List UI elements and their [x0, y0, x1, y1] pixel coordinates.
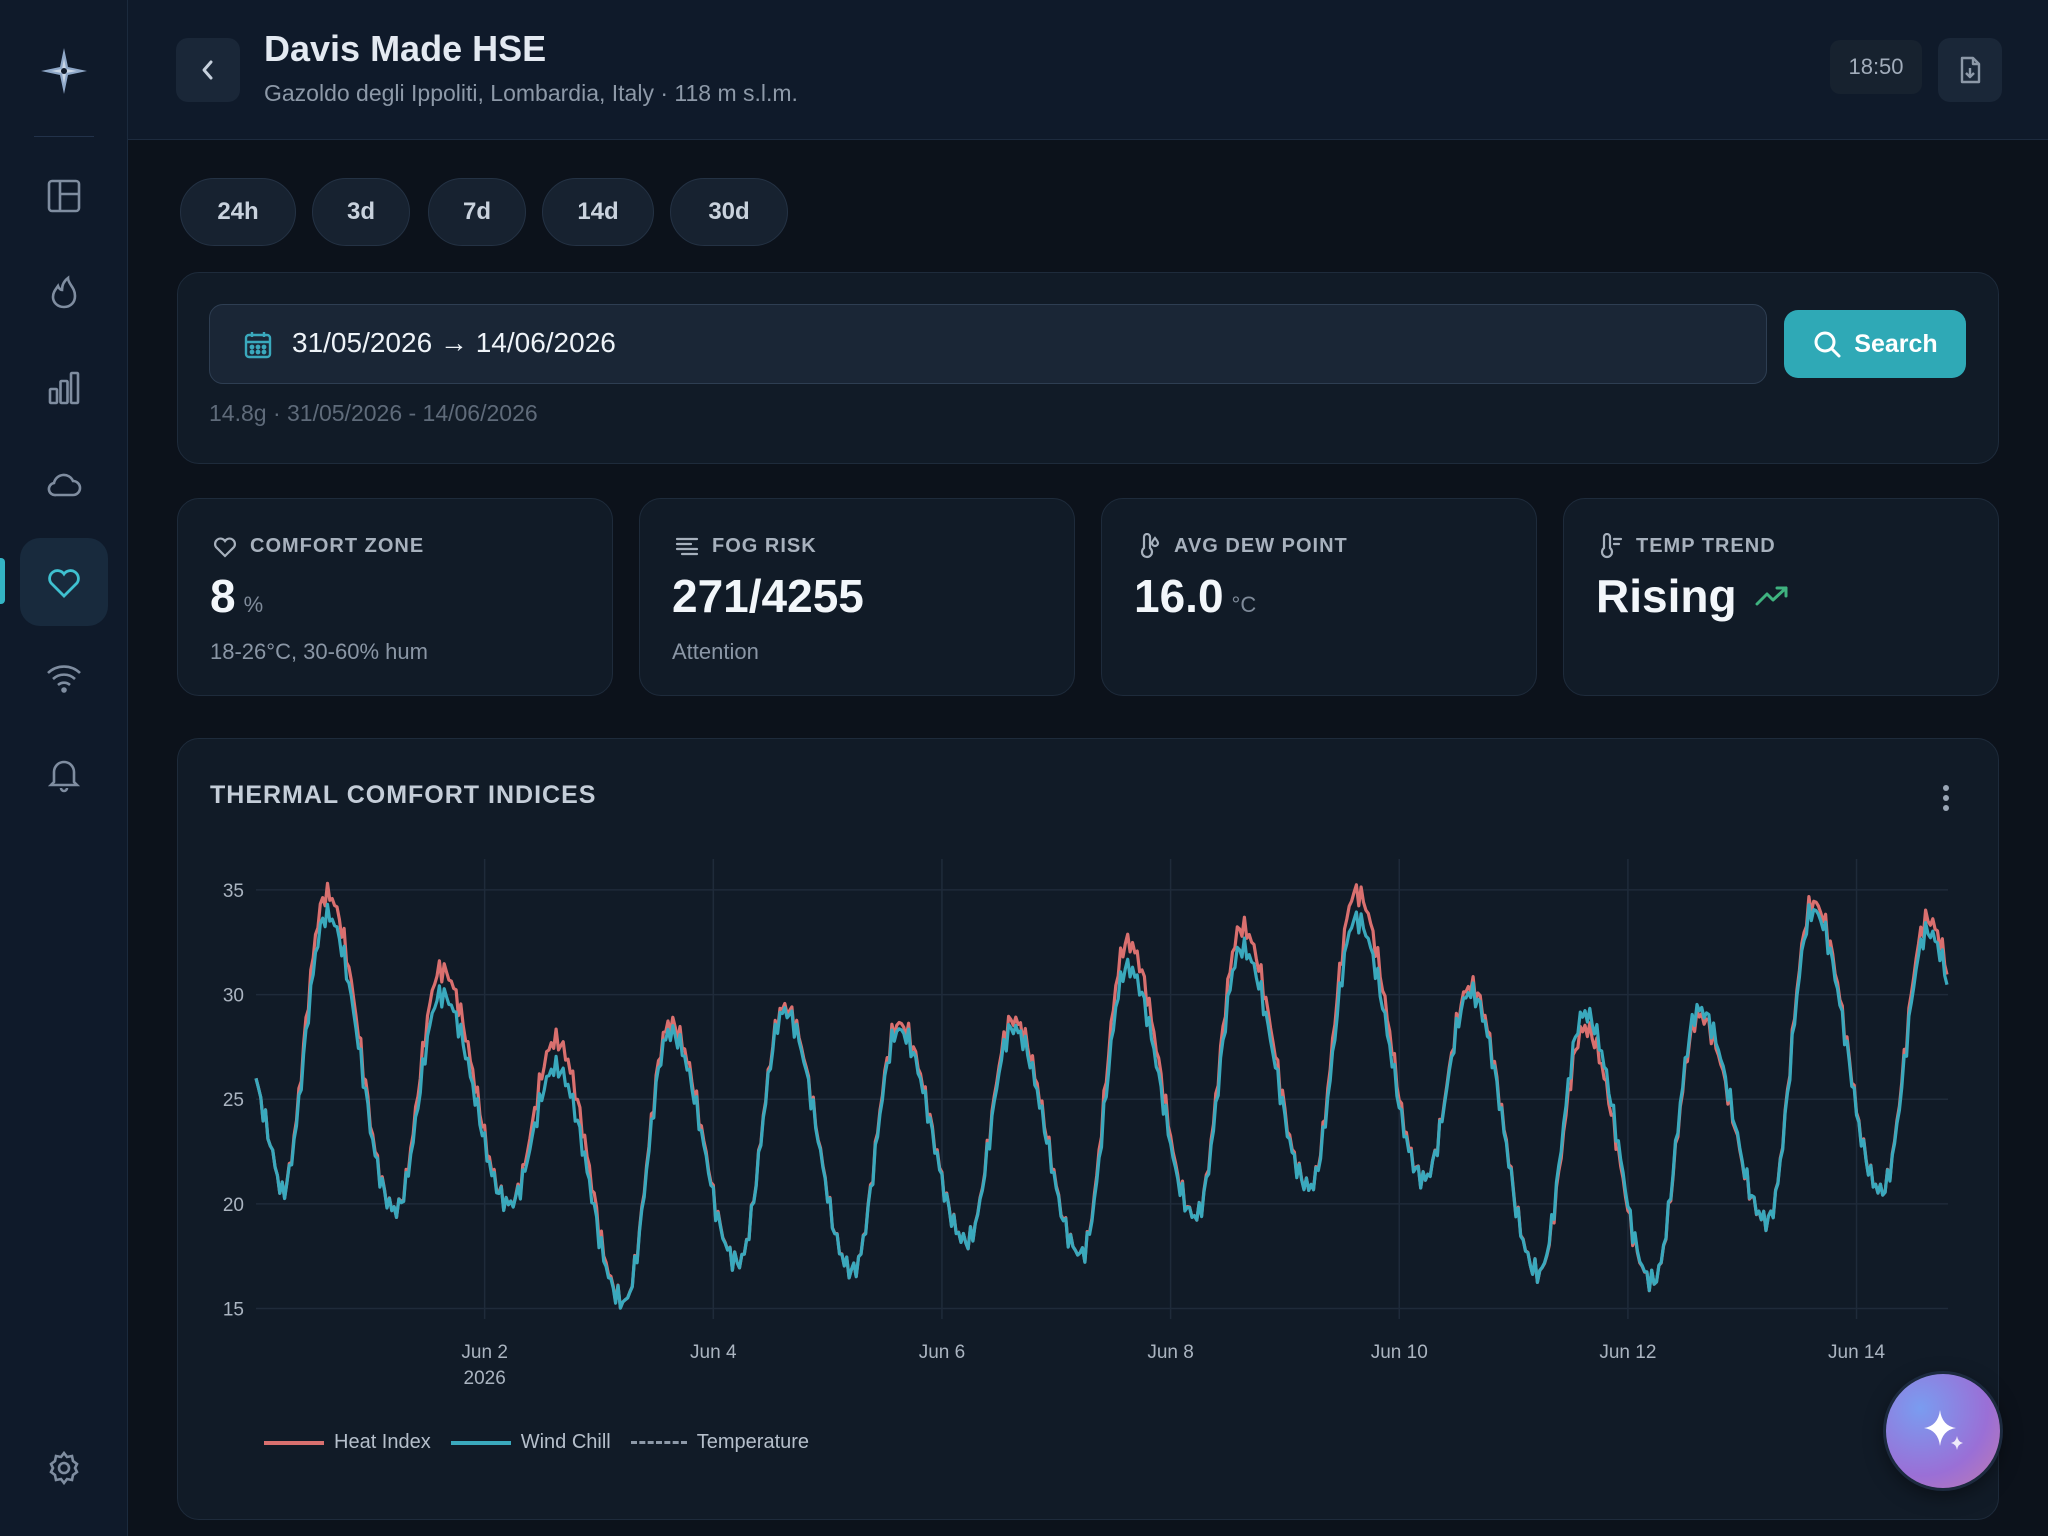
chart-title: THERMAL COMFORT INDICES [210, 781, 597, 809]
y-tick-label: 25 [223, 1090, 244, 1111]
temp-trend-value: Rising [1596, 570, 1737, 622]
sidebar-item-comfort[interactable] [20, 538, 108, 626]
search-icon [1814, 331, 1841, 358]
comfort-zone-label: COMFORT ZONE [250, 534, 425, 557]
station-location: Gazoldo degli Ippoliti, Lombardia, Italy… [264, 80, 798, 106]
thermal-comfort-chart: 15 20 25 30 35 Jun 2 2026 Jun 4 Jun 6 Jun 8 Jun 10… [223, 859, 1949, 1389]
gear-icon [49, 1450, 79, 1486]
sparkle-icon [1924, 1410, 1963, 1450]
ai-assistant-button[interactable] [1886, 1374, 2000, 1488]
temp-trend-label-row: TEMP TREND [1598, 533, 1776, 559]
chart-legend: Heat Index Wind Chill Temperature [264, 1431, 809, 1454]
sidebar-item-weather[interactable] [20, 440, 108, 528]
comfort-zone-description: 18-26°C, 30-60% hum [210, 639, 428, 664]
fog-icon [675, 537, 699, 556]
sidebar-item-settings[interactable] [20, 1424, 108, 1512]
date-range-value: 31/05/2026 → 14/06/2026 [292, 327, 616, 358]
legend-wind-chill[interactable]: Wind Chill [450, 1431, 611, 1454]
series-wind-chill-line [254, 902, 1949, 1310]
range-14d-button[interactable]: 14d [542, 178, 654, 246]
file-download-icon [1960, 56, 1981, 84]
x-tick-label: Jun 10 [1371, 1342, 1428, 1363]
comfort-zone-value-row: 8% [210, 569, 263, 623]
x-tick-label: Jun 12 [1599, 1342, 1656, 1363]
calendar-icon [244, 332, 272, 359]
sidebar-item-heat[interactable] [20, 248, 108, 336]
legend-temperature[interactable]: Temperature [630, 1431, 810, 1454]
search-button-label: Search [1854, 329, 1938, 358]
wifi-icon [47, 665, 81, 693]
x-tick-sublabel: 2026 [464, 1368, 506, 1389]
fog-risk-value: 271/4255 [672, 570, 864, 622]
thermometer-droplet-icon [1140, 533, 1160, 559]
dew-point-value-row: 16.0 °C [1134, 569, 1256, 623]
cloud-icon [47, 473, 82, 497]
x-tick-label: Jun 2 [461, 1342, 507, 1363]
legend-wind-chill-swatch [450, 1440, 511, 1445]
header: Davis Made HSE Gazoldo degli Ippoliti, L… [128, 0, 2048, 140]
temp-trend-card: TEMP TREND Rising [1563, 498, 1999, 696]
comfort-zone-card: COMFORT ZONE 8% 18-26°C, 30-60% hum [177, 498, 613, 696]
station-title: Davis Made HSE [264, 28, 547, 69]
export-button[interactable] [1938, 38, 2002, 102]
thermometer-icon [1600, 533, 1623, 559]
comfort-zone-value: 8 [210, 570, 236, 622]
flame-icon [51, 275, 77, 309]
x-tick-label: Jun 8 [1147, 1342, 1193, 1363]
y-tick-label: 35 [223, 881, 244, 902]
heart-icon [214, 537, 236, 558]
bar-chart-icon [48, 371, 80, 405]
thermal-comfort-card: THERMAL COMFORT INDICES 15 20 25 30 35 Jun 2 2… [177, 738, 1999, 1520]
compass-logo-icon[interactable] [39, 46, 89, 96]
back-button[interactable] [176, 38, 240, 102]
current-time: 18:50 [1830, 40, 1922, 94]
search-button[interactable]: Search [1784, 310, 1966, 378]
legend-wind-chill-label: Wind Chill [520, 1431, 611, 1453]
legend-temperature-label: Temperature [696, 1431, 810, 1453]
fog-risk-card: FOG RISK 271/4255 Attention [639, 498, 1075, 696]
sidebar-item-dashboard[interactable] [20, 152, 108, 240]
more-options-icon[interactable] [1940, 783, 1952, 813]
series-heat-index-line [254, 881, 1949, 1310]
fog-risk-label: FOG RISK [712, 534, 817, 557]
legend-temperature-swatch [630, 1441, 687, 1444]
dew-point-value: 16.0 [1134, 570, 1224, 622]
chevron-left-icon [202, 60, 213, 80]
sidebar-divider [34, 136, 94, 137]
trending-up-icon [1755, 586, 1788, 606]
fog-risk-label-row: FOG RISK [674, 533, 817, 559]
y-tick-label: 20 [223, 1195, 244, 1216]
dew-point-unit: °C [1231, 592, 1257, 617]
x-tick-label: Jun 14 [1828, 1342, 1885, 1363]
dashboard-icon [47, 179, 81, 213]
y-tick-label: 30 [223, 986, 244, 1007]
dew-point-label: AVG DEW POINT [1174, 534, 1348, 557]
dew-point-label-row: AVG DEW POINT [1136, 533, 1348, 559]
sidebar [0, 0, 128, 1536]
x-tick-label: Jun 4 [690, 1342, 737, 1363]
bell-icon [47, 760, 81, 793]
y-tick-label: 15 [223, 1300, 244, 1321]
legend-heat-index-swatch [264, 1440, 324, 1445]
legend-heat-index-label: Heat Index [334, 1431, 431, 1453]
range-30d-button[interactable]: 30d [670, 178, 788, 246]
comfort-zone-label-row: COMFORT ZONE [212, 533, 424, 559]
temp-trend-value-row: Rising [1596, 569, 1789, 623]
sidebar-item-statistics[interactable] [20, 344, 108, 432]
range-3d-button[interactable]: 3d [312, 178, 410, 246]
sidebar-item-connectivity[interactable] [20, 634, 108, 722]
sidebar-active-indicator [0, 558, 5, 604]
date-range-input[interactable]: 31/05/2026 → 14/06/2026 [209, 304, 1767, 384]
temp-trend-label: TEMP TREND [1636, 534, 1776, 557]
comfort-zone-unit: % [243, 592, 264, 617]
range-7d-button[interactable]: 7d [428, 178, 526, 246]
legend-heat-index[interactable]: Heat Index [264, 1431, 431, 1454]
heart-icon [48, 569, 80, 598]
dew-point-card: AVG DEW POINT 16.0 °C [1101, 498, 1537, 696]
range-24h-button[interactable]: 24h [180, 178, 296, 246]
fog-risk-status: Attention [672, 639, 759, 664]
date-range-summary: 14.8g · 31/05/2026 - 14/06/2026 [209, 400, 538, 426]
sidebar-item-alerts[interactable] [20, 730, 108, 818]
x-tick-label: Jun 6 [919, 1342, 965, 1363]
